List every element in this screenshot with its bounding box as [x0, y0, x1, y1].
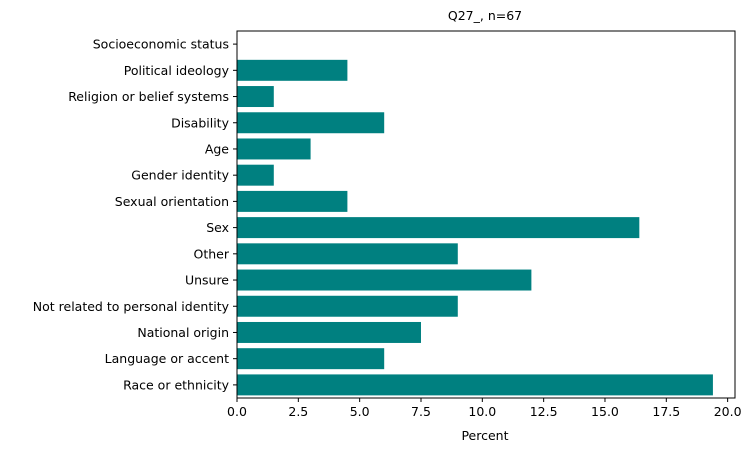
y-tick-label: Gender identity	[131, 168, 229, 183]
y-tick-label: Age	[205, 141, 229, 156]
y-tick-label: Political ideology	[124, 63, 230, 78]
bar-national-origin	[237, 321, 421, 343]
x-tick-label: 7.5	[411, 404, 431, 419]
chart-title: Q27_, n=67	[448, 8, 522, 23]
y-tick-label: Language or accent	[105, 351, 229, 366]
y-tick-label: Socioeconomic status	[93, 37, 229, 52]
y-tick-label: Disability	[171, 115, 230, 130]
y-tick-label: Sexual orientation	[115, 194, 229, 209]
y-tick-label: Not related to personal identity	[33, 299, 230, 314]
y-tick-label: Other	[194, 246, 230, 261]
x-tick-label: 0.0	[227, 404, 247, 419]
bar-religion-or-belief-systems	[237, 86, 274, 108]
x-tick-label: 17.5	[652, 404, 680, 419]
bar-sex	[237, 217, 640, 239]
y-tick-label: Race or ethnicity	[123, 377, 230, 392]
bar-unsure	[237, 269, 532, 291]
bar-not-related-to-personal-identity	[237, 295, 458, 317]
x-axis-label: Percent	[461, 428, 508, 443]
bar-age	[237, 138, 311, 160]
x-tick-label: 15.0	[591, 404, 619, 419]
x-tick-label: 5.0	[350, 404, 370, 419]
x-tick-label: 12.5	[530, 404, 558, 419]
y-tick-label: Religion or belief systems	[68, 89, 229, 104]
bar-race-or-ethnicity	[237, 374, 713, 396]
y-tick-label: National origin	[137, 325, 229, 340]
bars-layer	[237, 59, 713, 396]
bar-political-ideology	[237, 59, 348, 81]
axes-layer	[236, 30, 736, 399]
bar-gender-identity	[237, 164, 274, 186]
y-tick-label: Sex	[206, 220, 229, 235]
x-tick-label: 2.5	[288, 404, 308, 419]
x-tick-label: 20.0	[714, 404, 742, 419]
bar-language-or-accent	[237, 348, 385, 370]
bar-other	[237, 243, 458, 265]
x-tick-label: 10.0	[468, 404, 496, 419]
ticks-layer: Race or ethnicity Language or accent Natio…	[33, 37, 742, 419]
bar-disability	[237, 112, 385, 134]
plot-frame	[236, 30, 736, 399]
bar-sexual-orientation	[237, 190, 348, 212]
y-tick-label: Unsure	[185, 273, 229, 288]
